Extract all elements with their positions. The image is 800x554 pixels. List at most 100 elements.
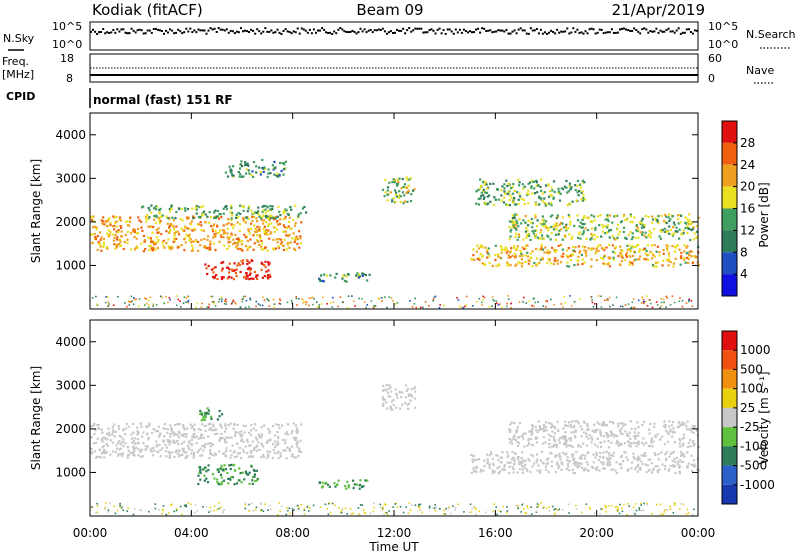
velocity-echo-cell	[328, 502, 330, 505]
power-echo-cell	[212, 267, 215, 270]
velocity-echo-cell	[389, 386, 392, 389]
power-echo-cell	[112, 239, 116, 242]
power-echo-cell	[641, 296, 644, 299]
velocity-echo-cell	[199, 478, 202, 481]
power-echo-cell	[488, 194, 491, 197]
noise-sample	[205, 32, 208, 35]
velocity-echo-cell	[174, 433, 177, 436]
power-echo-cell	[148, 244, 151, 247]
power-echo-cell	[693, 255, 696, 258]
velocity-echo-cell	[517, 504, 519, 507]
noise-sample	[507, 32, 510, 35]
velocity-echo-cell	[190, 452, 193, 455]
velocity-echo-cell	[232, 427, 235, 430]
power-echo-cell	[534, 234, 537, 237]
power-echo-cell	[481, 194, 485, 197]
velocity-echo-cell	[90, 424, 93, 428]
power-echo-cell	[253, 230, 257, 234]
power-echo-cell	[299, 235, 302, 238]
time-tick-label: 00:00	[73, 526, 108, 540]
velocity-echo-cell	[266, 456, 269, 459]
power-echo-cell	[395, 194, 398, 197]
velocity-echo-cell	[542, 462, 545, 465]
velocity-echo-cell	[216, 468, 220, 471]
power-echo-cell	[671, 233, 674, 236]
velocity-echo-cell	[130, 433, 133, 436]
noise-sample	[357, 31, 360, 34]
power-echo-cell	[257, 303, 260, 305]
power-echo-cell	[258, 226, 261, 229]
velocity-echo-cell	[492, 463, 495, 467]
power-echo-cell	[512, 225, 515, 228]
power-echo-cell	[516, 245, 519, 248]
power-echo-cell	[174, 217, 177, 220]
velocity-echo-cell	[663, 464, 667, 468]
power-echo-cell	[263, 246, 267, 250]
velocity-echo-cell	[607, 440, 610, 443]
velocity-echo-cell	[247, 455, 251, 458]
velocity-echo-cell	[383, 388, 386, 391]
power-echo-cell	[646, 305, 649, 307]
power-echo-cell	[643, 234, 646, 237]
power-echo-cell	[633, 250, 636, 253]
velocity-echo-cell	[599, 451, 602, 455]
velocity-echo-cell	[218, 409, 221, 413]
power-echo-cell	[584, 251, 587, 255]
power-echo-cell	[373, 305, 375, 308]
velocity-echo-cell	[260, 426, 263, 429]
power-echo-cell	[501, 306, 503, 308]
noise-sample	[627, 29, 630, 32]
velocity-echo-cell	[633, 431, 636, 434]
velocity-echo-cell	[528, 459, 531, 462]
velocity-echo-cell	[385, 504, 387, 506]
velocity-echo-cell	[527, 458, 530, 461]
velocity-echo-cell	[119, 443, 122, 446]
velocity-echo-cell	[309, 507, 311, 510]
noise-sample	[363, 28, 366, 31]
power-echo-cell	[576, 214, 579, 217]
power-echo-cell	[540, 189, 543, 192]
noise-sample	[116, 28, 119, 31]
power-echo-cell	[210, 295, 212, 298]
power-echo-cell	[97, 242, 100, 245]
velocity-echo-cell	[381, 506, 384, 508]
velocity-echo-cell	[344, 484, 347, 488]
power-echo-cell	[690, 228, 693, 232]
power-echo-cell	[671, 245, 674, 248]
power-echo-cell	[260, 242, 264, 245]
velocity-echo-cell	[295, 424, 298, 427]
power-echo-cell	[220, 276, 223, 279]
power-echo-cell	[614, 251, 617, 255]
y-tick-label: 1000	[55, 465, 86, 479]
noise-sample	[586, 32, 589, 35]
velocity-echo-cell	[673, 457, 676, 460]
velocity-echo-cell	[671, 421, 675, 424]
power-echo-cell	[520, 258, 523, 261]
velocity-echo-cell	[190, 449, 194, 452]
power-echo-cell	[528, 234, 531, 237]
velocity-echo-cell	[548, 509, 551, 512]
velocity-echo-cell	[115, 447, 119, 450]
colorbar-swatch	[722, 208, 737, 231]
power-echo-cell	[627, 303, 630, 305]
power-echo-cell	[222, 261, 225, 264]
power-echo-cell	[511, 219, 514, 222]
velocity-echo-cell	[173, 510, 176, 513]
velocity-echo-cell	[548, 446, 551, 449]
noise-sample	[142, 32, 145, 35]
velocity-echo-cell	[486, 462, 489, 465]
power-echo-cell	[489, 200, 492, 203]
velocity-echo-cell	[469, 503, 472, 506]
velocity-echo-cell	[201, 454, 204, 457]
power-echo-cell	[175, 295, 178, 297]
noise-sample	[580, 31, 583, 34]
power-echo-cell	[246, 239, 249, 242]
velocity-echo-cell	[182, 424, 185, 427]
velocity-echo-cell	[678, 470, 681, 473]
power-echo-cell	[569, 295, 571, 297]
velocity-echo-cell	[253, 473, 256, 476]
power-echo-cell	[594, 228, 597, 231]
power-echo-cell	[656, 304, 659, 306]
noise-sample	[207, 29, 210, 32]
power-echo-cell	[203, 245, 206, 248]
